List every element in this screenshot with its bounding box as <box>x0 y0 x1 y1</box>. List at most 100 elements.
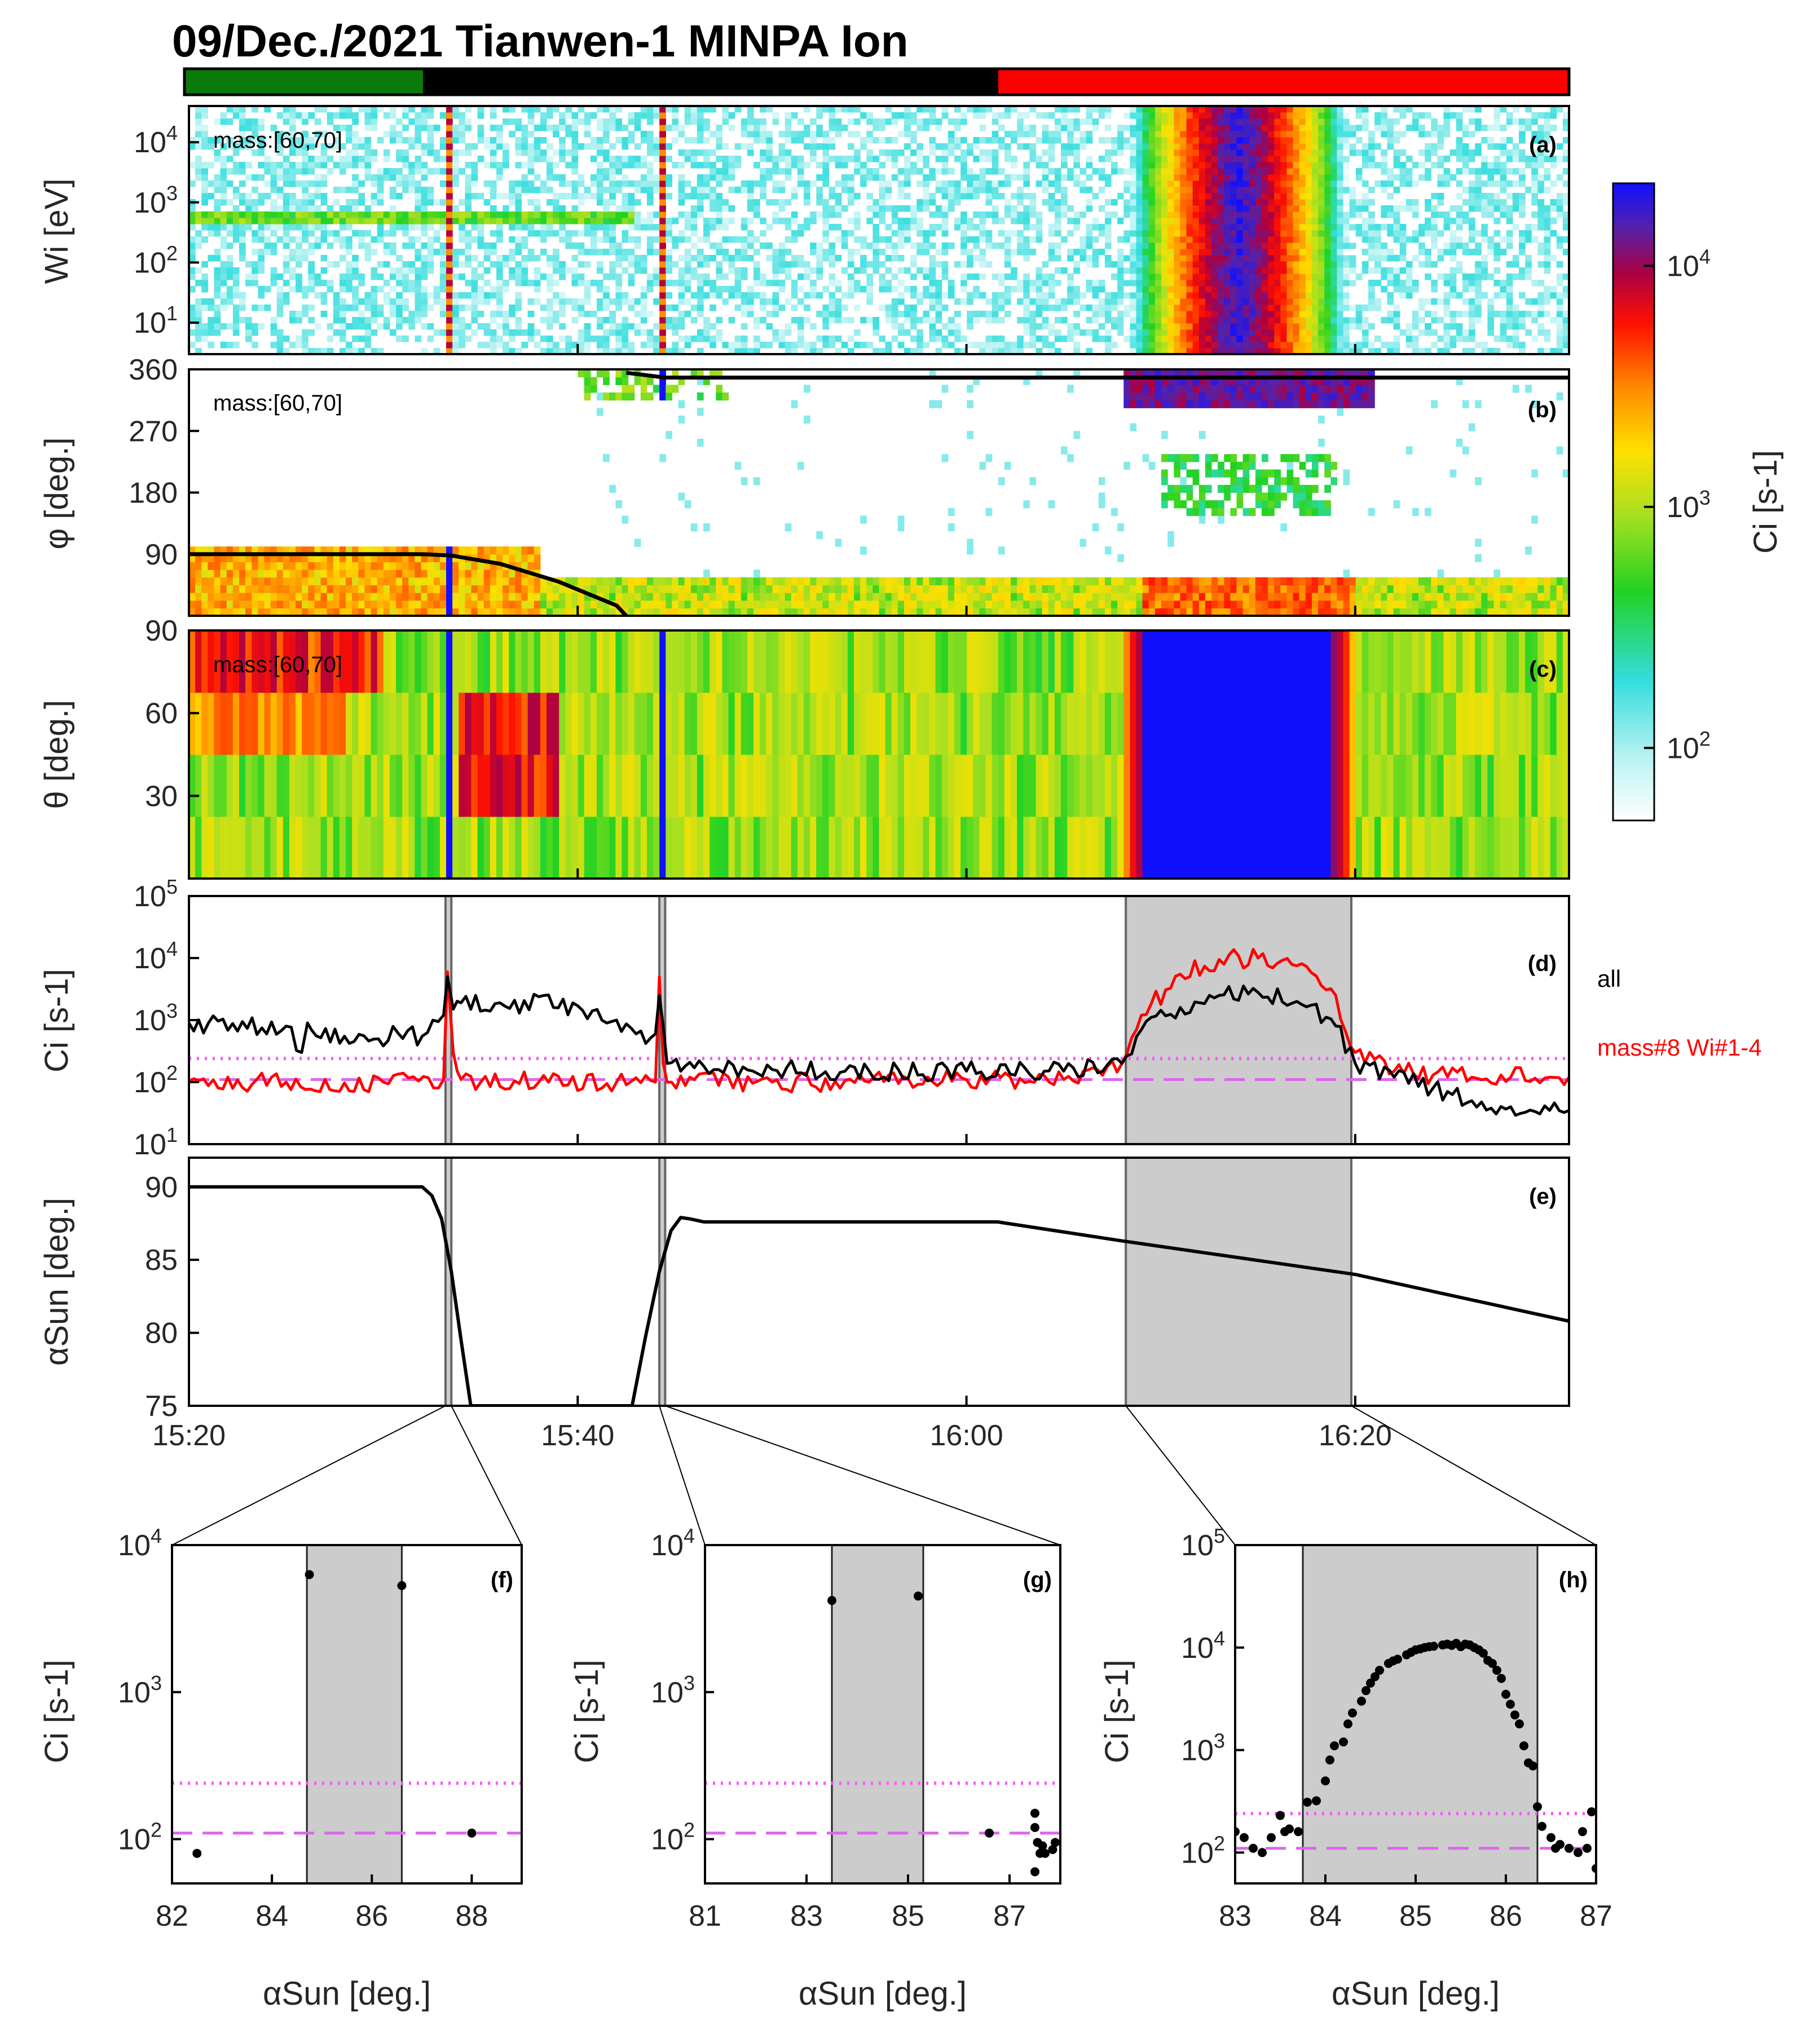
heatmap-cell <box>816 261 823 268</box>
heatmap-cell <box>879 273 886 280</box>
heatmap-cell <box>1268 242 1275 249</box>
heatmap-cell <box>1148 286 1156 293</box>
heatmap-cell <box>872 267 880 274</box>
heatmap-cell <box>433 236 440 243</box>
heatmap-cell <box>1249 273 1256 280</box>
heatmap-cell <box>509 249 515 255</box>
heatmap-cell <box>1167 224 1174 231</box>
heatmap-cell <box>753 125 760 131</box>
heatmap-cell <box>810 280 817 286</box>
heatmap-cell <box>1161 125 1168 131</box>
heatmap-cell <box>1255 230 1262 237</box>
heatmap-cell <box>1286 280 1294 286</box>
heatmap-cell <box>1023 342 1030 348</box>
heatmap-cell <box>1180 187 1187 193</box>
heatmap-cell <box>866 205 873 212</box>
heatmap-cell <box>358 143 365 150</box>
heatmap-cell <box>439 168 447 175</box>
heatmap-cell <box>590 311 597 317</box>
heatmap-cell <box>446 137 453 144</box>
heatmap-cell <box>1079 292 1087 299</box>
heatmap-cell <box>897 131 905 138</box>
heatmap-cell <box>904 311 911 317</box>
heatmap-cell <box>1242 193 1250 200</box>
heatmap-cell <box>1198 180 1206 187</box>
heatmap-cell <box>1249 267 1256 274</box>
heatmap-cell <box>452 305 459 311</box>
heatmap-cell <box>1086 187 1093 193</box>
heatmap-cell <box>872 230 880 237</box>
heatmap-cell <box>1117 255 1124 262</box>
heatmap-cell <box>377 211 384 218</box>
heatmap-cell <box>226 143 233 150</box>
heatmap-cell <box>1029 125 1037 131</box>
heatmap-cell <box>1349 305 1356 311</box>
heatmap-cell <box>471 255 478 262</box>
heatmap-cell <box>1218 137 1224 144</box>
heatmap-cell <box>703 149 710 156</box>
heatmap-cell <box>816 267 823 274</box>
heatmap-cell <box>208 342 215 348</box>
heatmap-cell <box>1218 286 1224 293</box>
heatmap-cell <box>1042 323 1049 330</box>
heatmap-cell <box>829 187 836 193</box>
heatmap-cell <box>829 273 836 280</box>
heatmap-cell <box>1111 149 1118 156</box>
heatmap-cell <box>1337 218 1344 224</box>
heatmap-cell <box>1318 273 1325 280</box>
heatmap-cell <box>276 286 284 293</box>
heatmap-cell <box>1086 112 1093 119</box>
heatmap-cell <box>308 305 315 311</box>
heatmap-cell <box>415 336 422 342</box>
heatmap-cell <box>666 156 673 162</box>
heatmap-cell <box>314 180 321 187</box>
heatmap-cell <box>1142 323 1149 330</box>
heatmap-cell <box>1268 298 1275 305</box>
heatmap-cell <box>1224 193 1231 200</box>
heatmap-cell <box>1261 137 1268 144</box>
heatmap-cell <box>822 249 830 255</box>
heatmap-cell <box>408 267 416 274</box>
heatmap-cell <box>1349 180 1356 187</box>
heatmap-cell <box>1123 125 1131 131</box>
heatmap-cell <box>791 193 798 200</box>
heatmap-cell <box>1042 125 1049 131</box>
heatmap-cell <box>1148 342 1156 348</box>
heatmap-cell <box>358 323 365 330</box>
heatmap-cell <box>1042 292 1049 299</box>
heatmap-cell <box>1035 298 1043 305</box>
heatmap-cell <box>578 261 585 268</box>
heatmap-cell <box>747 305 754 311</box>
heatmap-cell <box>822 131 830 138</box>
heatmap-cell <box>634 329 641 336</box>
heatmap-cell <box>1343 180 1350 187</box>
heatmap-cell <box>741 249 748 255</box>
heatmap-cell <box>628 249 635 255</box>
heatmap-cell <box>1224 305 1231 311</box>
heatmap-cell <box>1255 255 1262 262</box>
heatmap-cell <box>452 211 459 218</box>
heatmap-cell <box>1161 193 1168 200</box>
heatmap-cell <box>622 329 629 336</box>
heatmap-cell <box>264 305 271 311</box>
heatmap-cell <box>1148 255 1156 262</box>
heatmap-cell <box>446 298 453 305</box>
heatmap-cell <box>302 168 309 175</box>
heatmap-cell <box>1211 305 1218 311</box>
heatmap-cell <box>785 323 792 330</box>
heatmap-cell <box>1355 199 1363 206</box>
heatmap-cell <box>1154 125 1162 131</box>
heatmap-cell <box>1148 273 1156 280</box>
heatmap-cell <box>1299 348 1306 354</box>
heatmap-cell <box>1148 323 1156 330</box>
heatmap-cell <box>1073 342 1081 348</box>
heatmap-cell <box>201 168 208 175</box>
heatmap-cell <box>383 156 390 162</box>
heatmap-cell <box>276 218 284 224</box>
heatmap-cell <box>941 143 949 150</box>
heatmap-cell <box>1330 336 1338 342</box>
heatmap-cell <box>1073 174 1081 181</box>
heatmap-cell <box>1286 199 1294 206</box>
heatmap-cell <box>1242 242 1250 249</box>
heatmap-cell <box>885 205 892 212</box>
